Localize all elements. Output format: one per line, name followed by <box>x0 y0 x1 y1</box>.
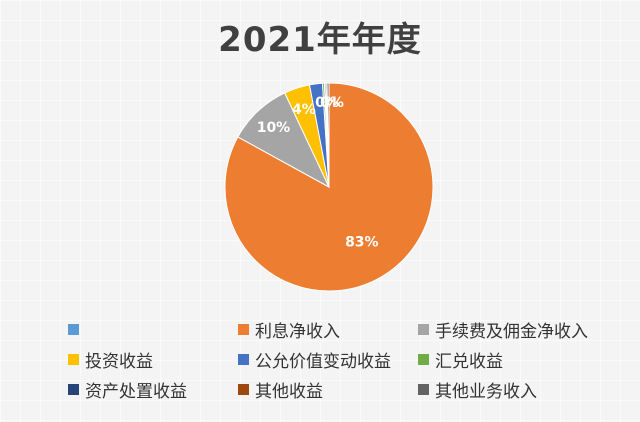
legend-item: 利息净收入 <box>238 318 418 342</box>
legend-label: 投资收益 <box>85 351 153 372</box>
legend-swatch <box>68 323 79 335</box>
legend-swatch <box>418 323 429 335</box>
legend-item: 其他业务收入 <box>418 378 618 402</box>
slice-data-label-7: 0% <box>320 95 344 111</box>
legend-item: 资产处置收益 <box>68 378 238 402</box>
legend-label: 利息净收入 <box>255 321 340 342</box>
legend-label: 汇兑收益 <box>435 351 503 372</box>
legend-item <box>68 318 238 340</box>
legend-swatch <box>238 323 249 335</box>
legend-item: 公允价值变动收益 <box>238 348 418 372</box>
legend-label: 其他收益 <box>255 381 323 402</box>
legend-item: 其他收益 <box>238 378 418 402</box>
legend-swatch <box>418 353 429 365</box>
slice-data-label-2: 4% <box>292 102 316 118</box>
legend-swatch <box>238 353 249 365</box>
legend-swatch <box>68 353 79 365</box>
legend-swatch <box>238 383 249 395</box>
legend-label: 公允价值变动收益 <box>255 351 391 372</box>
legend-item: 手续费及佣金净收入 <box>418 318 618 342</box>
legend-item: 汇兑收益 <box>418 348 618 372</box>
legend-label: 资产处置收益 <box>85 381 187 402</box>
pie-slice-7 <box>326 82 330 188</box>
pie-slice-0 <box>224 82 434 292</box>
slice-data-label-1: 10% <box>257 120 291 136</box>
chart-legend: 利息净收入 手续费及佣金净收入投资收益 公允价值变动收益 汇兑收益资产处置收益 其他收益… <box>68 318 628 402</box>
pie-chart: 83% 10%4% 0%0% <box>224 82 434 292</box>
legend-swatch <box>68 383 79 395</box>
legend-swatch <box>418 383 429 395</box>
chart-title: 2021年年度 <box>218 20 422 60</box>
legend-label: 手续费及佣金净收入 <box>435 321 588 342</box>
slice-data-label-4: 0% <box>315 95 339 111</box>
legend-item: 投资收益 <box>68 348 238 372</box>
legend-label: 其他业务收入 <box>435 381 537 402</box>
slice-data-label-0: 83% <box>345 235 379 251</box>
